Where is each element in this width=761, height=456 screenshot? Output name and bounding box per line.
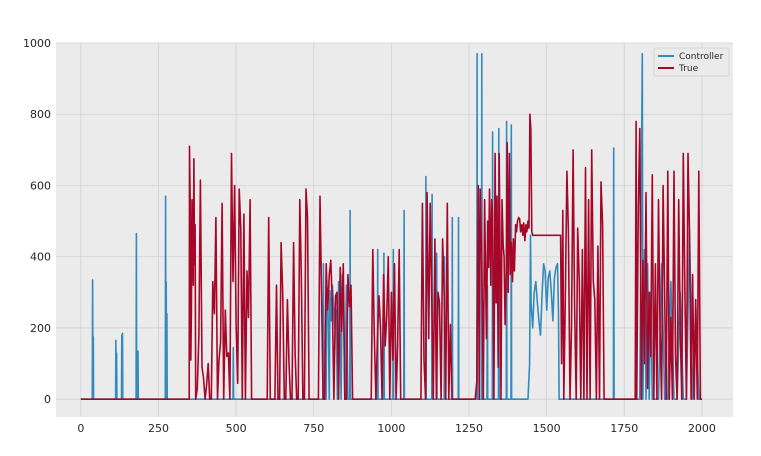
x-tick-label: 500 [226,422,247,435]
y-tick-label: 0 [44,393,51,406]
y-tick-label: 200 [30,322,51,335]
x-tick-label: 1000 [377,422,405,435]
y-tick-label: 1000 [23,37,51,50]
x-tick-label: 250 [148,422,169,435]
y-tick-label: 400 [30,251,51,264]
series-lines [80,52,702,400]
x-tick-label: 1750 [610,422,638,435]
plot-area [56,43,733,417]
legend-label-true: True [678,64,699,74]
legend: Controller True [653,47,730,77]
x-tick-label: 750 [303,422,324,435]
x-tick-label: 2000 [688,422,716,435]
x-tick-label: 1250 [455,422,483,435]
series-line-true [80,113,702,400]
legend-label-controller: Controller [679,52,724,62]
tick-labels: 0 250 500 750 1000 1250 1500 1750 2000 0 200 400 600… [23,37,716,435]
x-tick-label: 1500 [533,422,561,435]
y-tick-label: 600 [30,179,51,192]
y-tick-label: 800 [30,108,51,121]
x-tick-label: 0 [77,422,84,435]
